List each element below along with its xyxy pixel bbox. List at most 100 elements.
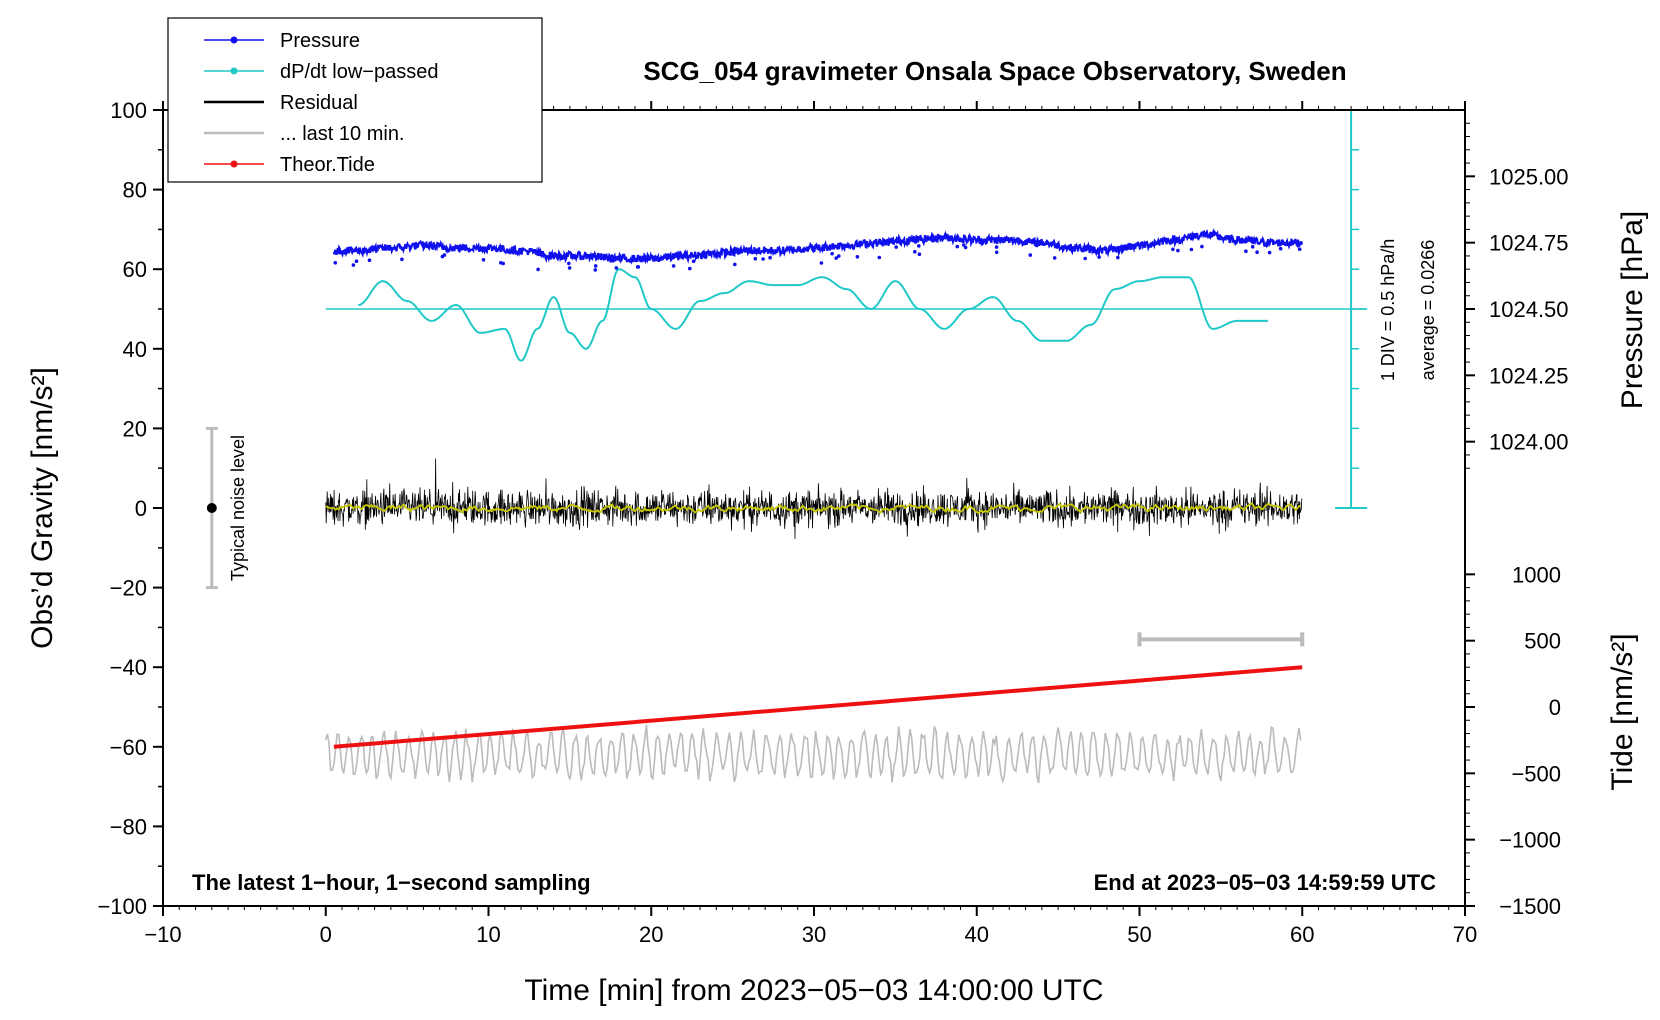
pressure-point — [593, 268, 598, 272]
pressure-point — [1189, 247, 1194, 252]
pressure-tick-label: 1024.50 — [1489, 297, 1569, 322]
tide-tick-label: −1500 — [1499, 894, 1561, 919]
pressure-point — [1200, 244, 1204, 249]
legend-label: Pressure — [280, 30, 360, 52]
pressure-point — [1176, 248, 1180, 253]
pressure-point — [834, 256, 838, 260]
series-layer — [205, 109, 1368, 785]
pressure-point — [481, 258, 486, 262]
tide-tick-label: 0 — [1549, 695, 1561, 720]
legend-marker — [230, 67, 238, 75]
tide-tick-label: 1000 — [1512, 562, 1561, 587]
pressure-point — [354, 259, 359, 264]
noise-level-label: Typical noise level — [228, 435, 248, 581]
rate-scale-div-label: 1 DIV = 0.5 hPa/h — [1378, 239, 1398, 382]
pressure-point — [733, 262, 737, 267]
legend-marker — [230, 160, 238, 168]
y-axis-title-pressure: Pressure [hPa] — [1616, 211, 1649, 409]
pressure-point — [877, 255, 882, 260]
pressure-point — [593, 264, 598, 268]
series-last-10-min — [325, 724, 1302, 785]
pressure-point — [994, 245, 999, 249]
pressure-point — [961, 243, 966, 247]
legend-label: Theor.Tide — [280, 154, 375, 176]
pressure-point — [614, 266, 619, 270]
pressure-point — [567, 261, 571, 266]
y-tick-label: −40 — [110, 655, 147, 680]
pressure-point — [1255, 250, 1259, 254]
pressure-tick-label: 1024.00 — [1489, 430, 1569, 455]
x-tick-label: 30 — [802, 922, 826, 947]
chart-title: SCG_054 gravimeter Onsala Space Observat… — [643, 56, 1346, 86]
pressure-point — [963, 245, 968, 250]
pressure-point — [1052, 256, 1057, 260]
pressure-tick-label: 1025.00 — [1489, 164, 1569, 189]
legend: Pressure dP/dt low−passed Residual ... last… — [167, 17, 543, 183]
tide-tick-label: −1000 — [1499, 828, 1561, 853]
tide-tick-label: −500 — [1511, 761, 1561, 786]
pressure-point — [1267, 250, 1272, 255]
rate-scale-average-label: average = 0.0266 — [1418, 240, 1438, 381]
y-axis-title-left: Obs’d Gravity [nm/s²] — [26, 367, 59, 649]
y-tick-label: 20 — [123, 416, 147, 441]
x-tick-label: 50 — [1127, 922, 1151, 947]
pressure-point — [400, 257, 404, 262]
pressure-point — [830, 251, 834, 256]
series-residual — [325, 458, 1303, 540]
pressure-point — [567, 266, 572, 270]
x-axis-title: Time [min] from 2023−05−03 14:00:00 UTC — [524, 974, 1103, 1007]
series-dpdt — [358, 268, 1269, 362]
x-tick-label: 40 — [965, 922, 989, 947]
y-tick-label: 80 — [123, 178, 147, 203]
pressure-point — [1244, 249, 1248, 253]
pressure-point — [761, 257, 765, 261]
pressure-point — [768, 255, 772, 260]
pressure-point — [691, 259, 696, 264]
pressure-point — [1097, 255, 1101, 259]
y-tick-label: −60 — [110, 735, 147, 760]
x-tick-label: 20 — [639, 922, 663, 947]
pressure-point — [917, 244, 921, 248]
pressure-point — [955, 244, 960, 249]
y-tick-label: 100 — [110, 98, 147, 123]
legend-label: dP/dt low−passed — [280, 61, 438, 83]
y-tick-label: 0 — [135, 496, 147, 521]
legend-marker — [230, 36, 238, 44]
y-tick-label: −100 — [97, 894, 147, 919]
pressure-point — [333, 261, 338, 265]
x-tick-label: 60 — [1290, 922, 1314, 947]
x-tick-label: 0 — [320, 922, 332, 947]
y-axis-title-tide: Tide [nm/s²] — [1606, 633, 1639, 790]
pressure-point — [855, 254, 860, 259]
pressure-point — [671, 264, 676, 268]
pressure-point — [837, 254, 841, 258]
pressure-point — [636, 265, 641, 269]
pressure-tick-label: 1024.25 — [1489, 363, 1569, 388]
pressure-point — [1171, 247, 1175, 252]
pressure-point — [536, 267, 540, 272]
pressure-point — [1083, 256, 1087, 261]
y-tick-label: 40 — [123, 337, 147, 362]
pressure-point — [894, 245, 898, 249]
pressure-point — [913, 249, 917, 254]
note-left: The latest 1−hour, 1−second sampling — [192, 870, 591, 895]
series-pressure — [332, 228, 1303, 265]
pressure-point — [351, 263, 356, 267]
x-tick-label: 10 — [476, 922, 500, 947]
legend-label: Residual — [280, 92, 358, 114]
pressure-point — [1250, 245, 1255, 249]
series-theor-tide — [333, 665, 1303, 749]
tide-tick-label: 500 — [1524, 629, 1561, 654]
y-tick-label: 60 — [123, 257, 147, 282]
pressure-point — [1297, 247, 1302, 251]
note-right: End at 2023−05−03 14:59:59 UTC — [1094, 870, 1437, 895]
pressure-point — [1028, 253, 1033, 257]
pressure-point — [819, 261, 824, 265]
x-tick-label: −10 — [144, 922, 181, 947]
noise-bar-center — [206, 503, 217, 513]
pressure-point — [440, 254, 445, 259]
pressure-tick-label: 1024.75 — [1489, 231, 1569, 256]
y-tick-label: −20 — [110, 576, 147, 601]
series-residual-smoothed — [325, 502, 1301, 515]
